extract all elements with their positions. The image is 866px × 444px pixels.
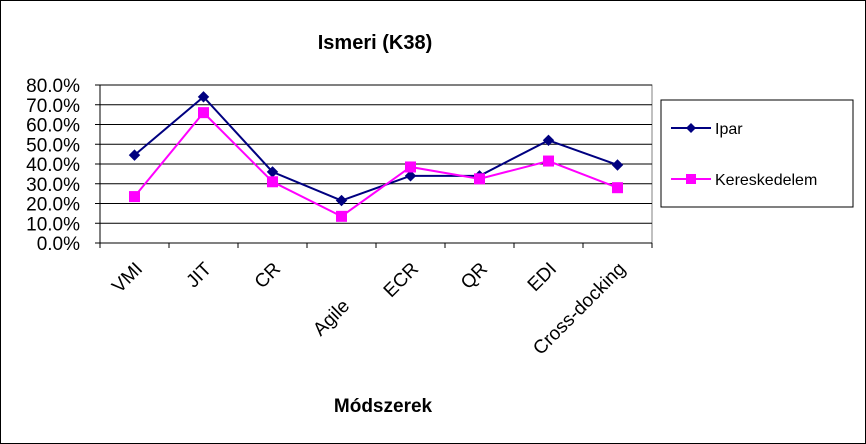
y-tick-label: 30.0% <box>26 175 80 196</box>
x-tick-label: CR <box>251 259 285 293</box>
data-point-2 <box>336 210 347 222</box>
legend-marker-1 <box>686 123 696 133</box>
y-tick-label: 50.0% <box>26 135 80 156</box>
data-point-1 <box>128 149 141 161</box>
data-point-2 <box>198 107 209 119</box>
data-point-2 <box>612 182 623 194</box>
legend-label-2: Kereskedelem <box>715 172 817 189</box>
y-tick-label: 70.0% <box>26 96 80 117</box>
data-point-1 <box>611 159 624 171</box>
y-tick-label: 80.0% <box>26 76 80 97</box>
legend-box <box>660 99 854 208</box>
x-tick-label: ECR <box>380 259 423 302</box>
y-tick-label: 60.0% <box>26 116 80 137</box>
chart-title: Ismeri (K38) <box>318 32 433 54</box>
data-point-1 <box>197 91 210 103</box>
data-point-2 <box>543 155 554 167</box>
series-line-2 <box>133 111 618 218</box>
data-point-2 <box>405 161 416 173</box>
y-tick-label: 10.0% <box>26 214 80 235</box>
y-tick-label: 0.0% <box>37 234 80 255</box>
x-tick-label: EDI <box>524 259 561 296</box>
x-tick-label: JIT <box>183 258 217 292</box>
plot-area: 0.0%10.0%20.0%30.0%40.0%50.0%60.0%70.0%8… <box>26 76 653 359</box>
legend-marker-2 <box>686 174 696 184</box>
data-point-2 <box>474 173 485 185</box>
legend-label-1: Ipar <box>715 121 743 138</box>
legend: Ipar Kereskedelem <box>660 99 854 208</box>
y-tick-label: 20.0% <box>26 195 80 216</box>
x-tick-label: QR <box>457 259 492 294</box>
data-point-2 <box>129 191 140 203</box>
y-tick-label: 40.0% <box>26 155 80 176</box>
x-axis-title: Módszerek <box>334 396 433 417</box>
data-point-1 <box>404 170 417 182</box>
x-tick-label: Agile <box>309 296 354 341</box>
data-point-2 <box>267 176 278 188</box>
data-point-1 <box>542 134 555 147</box>
series-line-1 <box>133 95 618 202</box>
data-point-1 <box>335 194 348 207</box>
x-tick-label: VMI <box>108 259 147 298</box>
